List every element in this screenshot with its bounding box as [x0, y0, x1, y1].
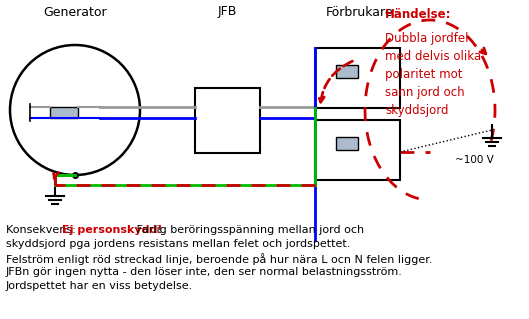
Text: Dubbla jordfel
med delvis olika
polaritet mot
sann jord och
skyddsjord: Dubbla jordfel med delvis olika polarite… — [385, 32, 481, 117]
Text: Generator: Generator — [43, 5, 107, 19]
Text: Farlig beröringsspänning mellan jord och: Farlig beröringsspänning mellan jord och — [133, 225, 364, 235]
Text: ~100 V: ~100 V — [455, 155, 494, 165]
Bar — [315, 48, 400, 108]
Text: Jordspettet har en viss betydelse.: Jordspettet har en viss betydelse. — [6, 281, 193, 291]
Text: Ej personskydd!: Ej personskydd! — [62, 225, 163, 235]
Text: Händelse:: Händelse: — [385, 8, 451, 20]
Text: JFBn gör ingen nytta - den löser inte, den ser normal belastningsström.: JFBn gör ingen nytta - den löser inte, d… — [6, 267, 403, 277]
Bar — [50, 107, 78, 118]
Text: skyddsjord pga jordens resistans mellan felet och jordspettet.: skyddsjord pga jordens resistans mellan … — [6, 239, 350, 249]
Bar — [195, 88, 260, 153]
Text: Förbrukare: Förbrukare — [326, 5, 394, 19]
Bar — [336, 65, 358, 78]
Text: JFB: JFB — [218, 5, 237, 19]
Bar — [315, 120, 400, 180]
Bar — [336, 137, 358, 150]
Text: Felström enligt röd streckad linje, beroende på hur nära L ocn N felen ligger.: Felström enligt röd streckad linje, bero… — [6, 253, 433, 265]
Text: Konsekvens:: Konsekvens: — [6, 225, 79, 235]
